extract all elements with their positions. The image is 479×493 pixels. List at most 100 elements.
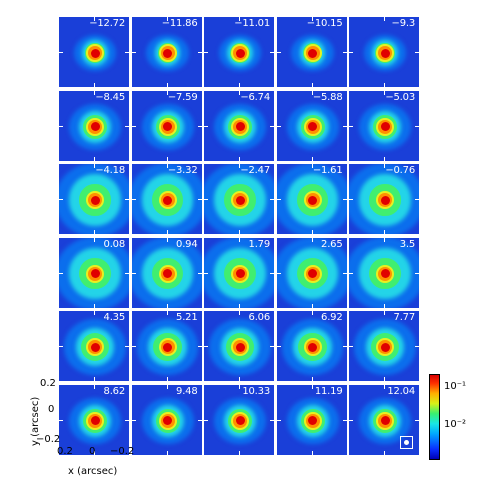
- axis-tick: [415, 125, 419, 127]
- emission-contour: [90, 342, 100, 352]
- axis-tick: [166, 303, 168, 308]
- channel-panel: −6.74: [204, 90, 274, 161]
- axis-tick: [94, 17, 95, 21]
- velocity-label: −11.01: [234, 18, 270, 29]
- axis-tick: [311, 237, 313, 242]
- velocity-label: 11.19: [314, 385, 343, 397]
- axis-tick: [239, 164, 240, 168]
- velocity-label: 3.5: [399, 238, 416, 250]
- emission-contour: [90, 195, 100, 205]
- channel-panel: −12.72: [59, 17, 129, 87]
- axis-tick: [311, 303, 313, 308]
- axis-tick: [239, 384, 240, 389]
- velocity-label: 6.06: [248, 312, 271, 323]
- velocity-label: −4.18: [95, 165, 125, 176]
- axis-tick: [276, 125, 281, 127]
- emission-contour: [90, 269, 100, 278]
- channel-panel: 5.21: [131, 311, 202, 381]
- emission-contour: [235, 122, 245, 131]
- axis-tick: [204, 125, 208, 127]
- axis-tick: [311, 450, 313, 455]
- emission-contour: [235, 416, 245, 425]
- velocity-label: 8.62: [103, 385, 126, 397]
- velocity-label: 2.65: [321, 238, 343, 250]
- channel-map-grid: −12.72 −11.86 −11.01 −10.15 −9.3 −8.45 −7.59 −6…: [59, 17, 419, 455]
- axis-tick: [342, 272, 347, 274]
- velocity-label: −3.32: [167, 165, 198, 176]
- velocity-label: −6.74: [240, 91, 270, 103]
- axis-tick: [311, 90, 313, 95]
- axis-tick: [59, 346, 63, 347]
- velocity-label: 1.79: [248, 238, 271, 250]
- axis-tick: [204, 419, 208, 421]
- axis-tick: [94, 156, 95, 161]
- emission-contour: [163, 195, 172, 205]
- axis-tick: [125, 272, 129, 274]
- channel-panel: −1.61: [276, 164, 347, 234]
- emission-contour: [308, 269, 317, 278]
- axis-tick: [59, 272, 63, 274]
- emission-contour: [235, 48, 245, 58]
- axis-tick: [342, 346, 347, 347]
- axis-tick: [166, 311, 168, 315]
- emission-contour: [308, 122, 317, 131]
- axis-tick: [239, 156, 240, 161]
- axis-tick: [166, 90, 168, 95]
- axis-tick: [384, 156, 385, 161]
- y-tick-label: −0.2: [36, 434, 61, 445]
- axis-tick: [166, 237, 168, 242]
- axis-tick: [94, 90, 95, 95]
- axis-tick: [276, 199, 281, 200]
- channel-panel: 10.33: [204, 384, 274, 455]
- axis-tick: [166, 156, 168, 161]
- emission-contour: [90, 48, 100, 58]
- velocity-label: 4.35: [103, 312, 126, 323]
- axis-tick: [131, 52, 136, 53]
- axis-tick: [166, 450, 168, 455]
- velocity-label: 12.04: [387, 385, 415, 397]
- channel-panel: 6.92: [276, 311, 347, 381]
- emission-contour: [380, 48, 390, 58]
- emission-contour: [235, 342, 245, 352]
- axis-tick: [125, 419, 129, 421]
- velocity-label: 7.77: [393, 312, 416, 323]
- axis-tick: [384, 303, 385, 308]
- axis-tick: [204, 52, 208, 53]
- axis-tick: [342, 199, 347, 200]
- channel-panel: −11.86: [131, 17, 202, 87]
- axis-tick: [94, 83, 95, 87]
- axis-tick: [204, 272, 208, 274]
- channel-panel: 12.04: [349, 384, 419, 455]
- channel-panel: −3.32: [131, 164, 202, 234]
- velocity-label: −11.86: [161, 18, 198, 29]
- axis-tick: [270, 419, 274, 421]
- emission-contour: [380, 195, 390, 205]
- axis-tick: [125, 125, 129, 127]
- axis-tick: [311, 83, 313, 87]
- axis-tick: [166, 377, 168, 381]
- channel-panel: 7.77: [349, 311, 419, 381]
- beam-box: [400, 435, 413, 449]
- axis-tick: [59, 419, 63, 421]
- axis-tick: [94, 450, 95, 455]
- channel-panel: −8.45: [59, 90, 129, 161]
- axis-tick: [131, 346, 136, 347]
- velocity-label: −5.88: [312, 91, 343, 103]
- axis-tick: [415, 199, 419, 200]
- emission-contour: [308, 48, 317, 58]
- emission-contour: [380, 122, 390, 131]
- axis-tick: [166, 83, 168, 87]
- axis-tick: [131, 272, 136, 274]
- x-axis-label: x (arcsec): [68, 466, 118, 477]
- axis-tick: [384, 17, 385, 21]
- axis-tick: [342, 52, 347, 53]
- emission-contour: [235, 269, 245, 278]
- axis-tick: [384, 450, 385, 455]
- channel-panel: −5.88: [276, 90, 347, 161]
- emission-contour: [163, 269, 172, 278]
- velocity-label: −1.61: [312, 165, 343, 176]
- velocity-label: 0.08: [103, 238, 126, 250]
- emission-contour: [163, 416, 172, 425]
- channel-panel: 1.79: [204, 237, 274, 308]
- axis-tick: [270, 199, 274, 200]
